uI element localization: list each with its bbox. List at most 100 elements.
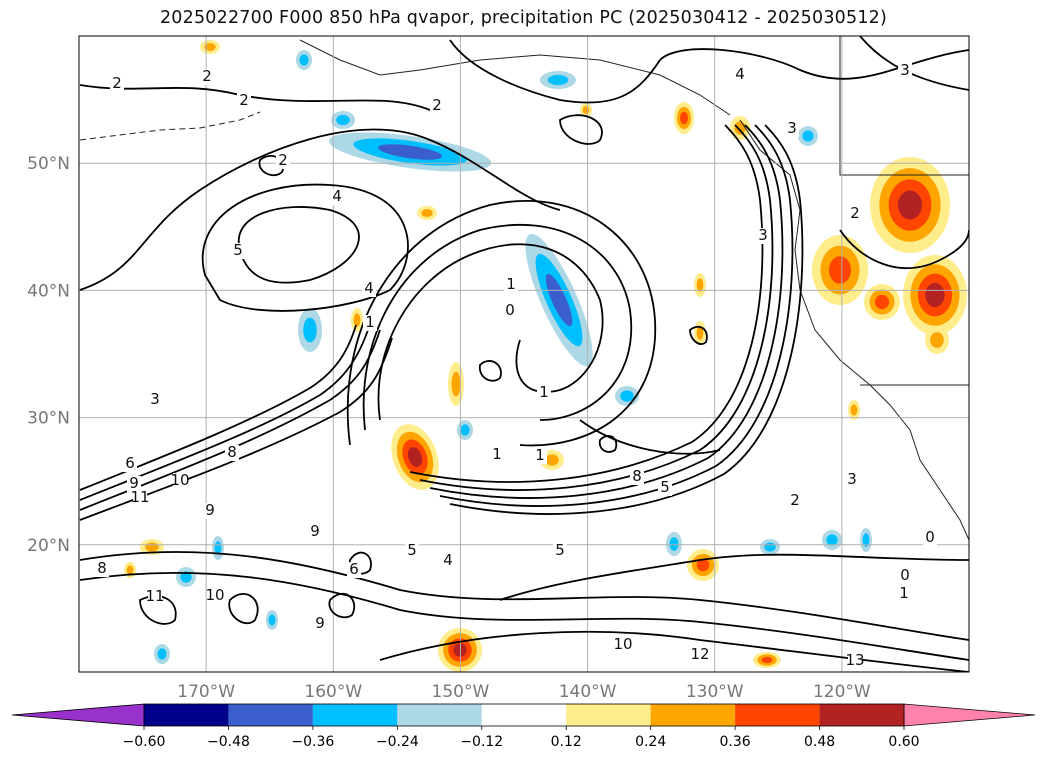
qvapor-contour [79,571,969,661]
chart-title: 2025022700 F000 850 hPa qvapor, precipit… [159,8,888,28]
contour-label: 1 [506,275,516,293]
contour-label-bg [898,63,912,79]
contour-label-bg [733,67,747,83]
anomaly-small-level [336,114,350,126]
y-tick-label: 30°N [27,409,70,429]
contour-label: 3 [900,61,910,79]
x-tick-label: 150°W [432,682,490,702]
qvapor-contour [79,329,369,501]
anomaly-small [417,206,437,220]
contour-label-bg [330,189,344,205]
contour-label-bg [237,93,251,109]
anomaly-small [200,40,220,54]
contour-label-bg [923,530,937,546]
anomaly-small [674,102,694,134]
anomaly-oregon-level [828,256,852,284]
x-tick-label: 160°W [304,682,362,702]
anomaly-subtropical [391,424,439,490]
anomaly-small-level [696,326,704,340]
qvapor-contour [79,551,969,641]
contour-label: 11 [145,587,164,605]
anomaly-subtropical-level [407,447,423,467]
colorbar-segment [144,704,229,726]
qvapor-contour [559,114,603,145]
contour-label: 12 [690,645,709,663]
us-canada-border [839,36,969,176]
x-tick-label: 120°W [813,682,871,702]
contour-label: 10 [205,586,224,604]
qvapor-contour [579,419,721,455]
contour-label: 8 [227,443,237,461]
colorbar-segment [566,704,651,726]
qvapor-contour [419,124,774,491]
contour-label-bg [630,469,644,485]
contour-label: 10 [613,635,632,653]
colorbar: −0.60 −0.48 −0.36 −0.24 −0.12 0.12 0.24 0.36 0.4… [11,703,1036,750]
anomaly-small-level [862,533,870,547]
anomaly-small [298,308,322,352]
anomaly-small-level [764,542,776,552]
contour-label: 3 [758,226,768,244]
x-tick-label: 130°W [686,682,744,702]
qvapor-contour [449,39,969,104]
qvapor-contour [479,360,502,382]
qvapor-contour [79,337,393,521]
anomaly-small [925,326,949,354]
contour-label-bg [313,616,327,632]
y-tick-label: 50°N [27,154,70,174]
contour-label-bg [430,98,444,114]
colorbar-segment [397,704,482,726]
anomaly-small-level [802,130,814,142]
qvapor-contour [346,200,656,447]
contour-label: 6 [349,560,359,578]
anomaly-california-level [874,294,890,310]
anomaly-small [860,528,872,552]
contour-label: 4 [443,551,453,569]
colorbar-tick-label: −0.36 [291,734,334,750]
anomaly-small-level [180,571,192,583]
colorbar-tick-label: 0.36 [720,734,751,750]
anomaly-oregon [812,235,868,305]
contour-label: 3 [787,119,797,137]
contour-label: 5 [660,478,670,496]
contour-label-bg [148,392,162,408]
contour-label-bg [110,76,124,92]
contour-label-bg [553,543,567,559]
contour-label-bg [95,561,109,577]
qvapor-contour [429,124,784,499]
qvapor-contour [362,223,633,431]
contour-label: 2 [112,74,122,92]
contour-label-bg [658,480,672,496]
anomaly-central-pacific [525,233,593,367]
anomaly-small [760,539,780,555]
anomaly-small [687,549,719,581]
anomaly-small-level [303,317,317,343]
colorbar-tick-label: −0.12 [460,734,503,750]
contour-label: 4 [735,65,745,83]
contour-label-bg [848,653,862,669]
anomaly-small-level [204,43,216,51]
west-coast-line [739,119,969,541]
contour-label: 13 [845,651,864,669]
anomaly-small-level [850,404,858,416]
anomaly-small [154,644,170,664]
qvapor-contour [839,229,969,269]
contour-label-bg [897,586,911,602]
anomaly-gulf-alaska-level [377,144,443,160]
contour-label-bg [503,303,517,319]
anomaly-small-level [669,537,679,551]
contour-label: 1 [535,446,545,464]
contour-label-bg [785,121,799,137]
colorbar-extend-high [903,703,1036,727]
colorbar-segment [819,704,904,726]
contour-label-bg [123,456,137,472]
anomaly-small-level [734,121,746,135]
anomaly-small [448,362,464,406]
contour-label: 6 [125,454,135,472]
colorbar-frame [143,703,905,727]
contour-label: 4 [364,279,374,297]
contour-label-bg [898,568,912,584]
colorbar-tick-label: 0.60 [888,734,919,750]
contour-label: 8 [97,559,107,577]
anomaly-small [694,273,706,297]
